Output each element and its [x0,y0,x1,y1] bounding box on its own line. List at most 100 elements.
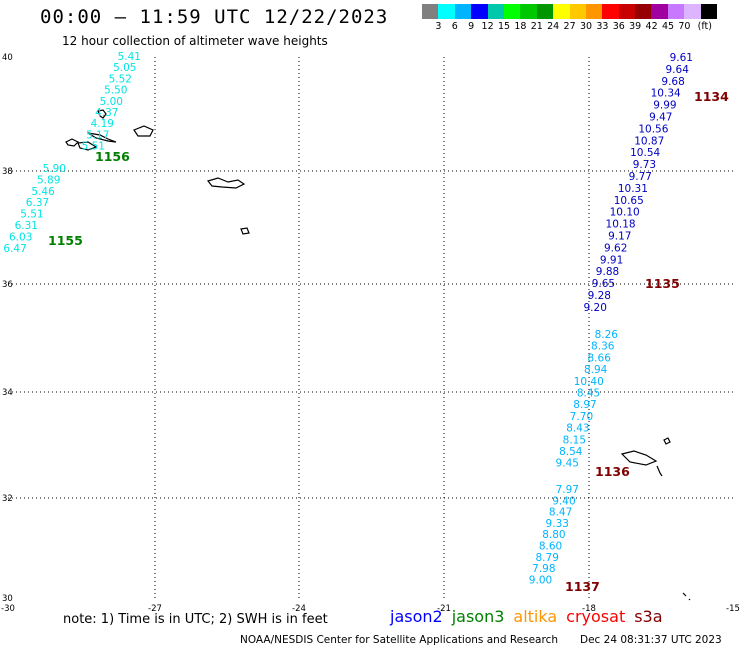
wave-height-label: 9.73 [633,159,656,171]
island-porto-santo [663,437,671,445]
map-grid [8,57,733,600]
wave-height-label: 8.97 [573,399,596,411]
wave-height-label: 8.36 [591,341,615,353]
scale-color-box [569,4,586,19]
pass-number-label: 1156 [95,149,130,164]
island-madeira [620,450,658,466]
legend-jason3: jason3 [451,607,505,626]
island-sao-miguel [206,177,246,189]
wave-height-label: 6.31 [15,220,38,232]
wave-height-label: 10.40 [574,376,604,388]
island-faial-pico [87,132,117,143]
islands [65,109,691,601]
wave-height-label: 5.00 [100,96,123,108]
wave-height-label: 8.60 [539,541,562,553]
color-scale-boxes [422,4,718,19]
wave-height-label: 9.28 [588,290,611,302]
island-corvo [65,138,80,147]
satellite-tracks: 5.415.055.525.505.004.374.195.175.515.90… [3,51,693,586]
wave-height-label: 6.03 [9,231,32,243]
scale-label: 27 [563,21,576,32]
wave-height-label: 10.10 [610,207,640,219]
wave-height-label: 9.33 [546,518,569,530]
legend-cryosat: cryosat [566,607,626,626]
scale-label: 42 [645,21,658,32]
scale-color-box [422,4,439,19]
scale-label: (ft) [697,21,712,32]
wave-height-label: 10.18 [606,219,636,231]
lat-tick-label: 38 [2,167,13,177]
wave-height-label: 5.17 [86,129,109,141]
lon-tick-label: -18 [582,604,596,614]
wave-height-label: 10.87 [634,135,664,147]
lat-tick-label: 40 [2,53,13,63]
wave-height-label: 9.77 [629,171,652,183]
scale-label: 36 [612,21,625,32]
lon-tick-label: -27 [148,604,162,614]
wave-height-label: 8.26 [595,329,619,341]
scale-label: 39 [629,21,642,32]
pass-number-label: 1155 [48,233,83,248]
satellite-legend: jason2 jason3 altika cryosat s3a [390,607,672,626]
pass-labels: 1156 1155 1134 1135 1136 1137 [48,89,729,594]
pass-number-label: 1136 [595,464,630,479]
wave-height-label: 8.94 [584,364,608,376]
wave-height-label: 9.47 [649,112,672,124]
wave-height-label: 8.80 [542,529,565,541]
wave-height-label: 10.34 [651,88,681,100]
scale-color-box [503,4,521,19]
wave-height-label: 5.52 [109,73,132,85]
scale-label: 45 [661,21,675,32]
lat-tick-label: 34 [2,388,13,398]
track-1155: 5.905.895.466.375.516.316.036.47 [3,163,66,255]
lat-tick-label: 36 [2,280,13,290]
island-selvagens [682,592,691,601]
scale-color-box [471,4,488,19]
wave-height-label: 9.91 [600,254,623,266]
wave-height-label: 10.65 [614,195,644,207]
wave-height-label: 9.17 [608,231,631,243]
wave-height-label: 9.45 [556,458,579,470]
scale-label: 24 [547,21,560,32]
scale-label: 3 [435,21,442,32]
footer-credit: NOAA/NESDIS Center for Satellite Applica… [240,634,558,646]
wave-height-label: 10.54 [630,147,660,159]
wave-height-label: 5.41 [118,51,141,63]
wave-height-label: 6.47 [3,243,26,255]
wave-height-label: 9.40 [552,495,575,507]
scale-color-box [487,4,504,19]
wave-height-label: 9.00 [529,574,552,586]
island-sao-jorge [77,141,98,151]
scale-label: 6 [451,21,458,32]
scale-label: 12 [481,21,494,32]
scale-color-box [553,4,570,19]
island-terceira [133,125,154,137]
wave-height-label: 7.97 [556,484,579,496]
wave-height-label: 9.20 [584,302,607,314]
scale-label: 70 [678,21,691,32]
legend-s3a: s3a [634,607,663,626]
scale-label: 33 [596,21,609,32]
scale-color-box [635,4,652,19]
scale-label: 30 [579,21,593,32]
lat-tick-label: 30 [2,594,13,604]
wave-height-label: 8.54 [559,446,583,458]
page-title: 00:00 – 11:59 UTC 12/22/2023 [40,6,389,28]
wave-height-label: 4.19 [91,118,114,130]
pass-number-label: 1134 [694,89,729,104]
footer-timestamp: Dec 24 08:31:37 UTC 2023 [580,634,722,646]
wave-height-label: 8.66 [588,352,612,364]
scale-color-box [602,4,619,19]
scale-color-box [700,4,718,19]
lon-tick-label: -15 [726,604,740,614]
wave-height-label: 9.88 [596,266,619,278]
scale-label: 18 [514,21,527,32]
scale-label: 9 [468,21,475,32]
pass-number-label: 1135 [645,276,680,291]
wave-height-label: 9.62 [604,242,627,254]
island-desertas [656,465,663,477]
wave-height-label: 10.56 [638,123,668,135]
wave-height-label: 7.70 [570,411,593,423]
wave-height-label: 10.31 [618,183,648,195]
scale-color-box [651,4,668,19]
